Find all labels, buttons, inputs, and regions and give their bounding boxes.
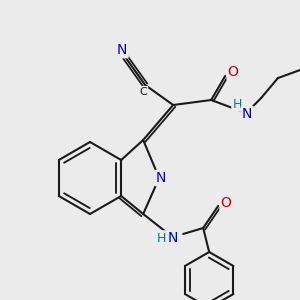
Text: C: C [139, 87, 147, 97]
Text: N: N [242, 107, 252, 121]
Text: O: O [221, 196, 232, 210]
Text: H: H [232, 98, 242, 110]
Text: H: H [157, 232, 166, 244]
Text: N: N [156, 171, 166, 185]
Text: O: O [228, 65, 238, 79]
Text: N: N [168, 231, 178, 245]
Text: N: N [117, 43, 128, 57]
